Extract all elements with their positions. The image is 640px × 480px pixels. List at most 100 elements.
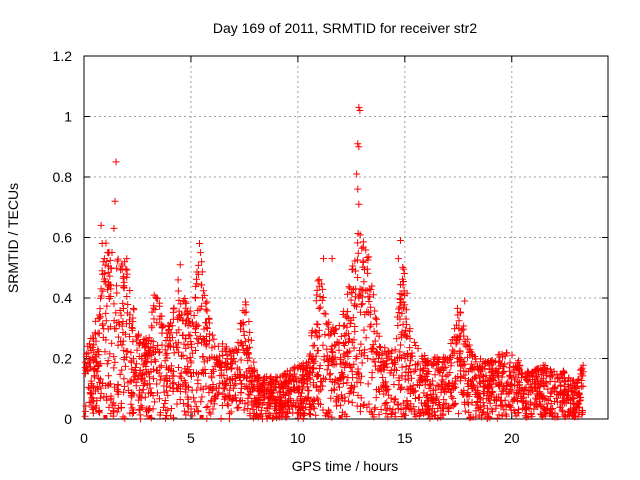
x-tick-label: 20 — [504, 430, 520, 446]
x-tick-label: 10 — [290, 430, 306, 446]
data-point — [348, 265, 356, 273]
data-point — [233, 364, 241, 372]
data-point — [481, 360, 489, 368]
data-point — [517, 369, 525, 377]
data-point — [99, 320, 107, 328]
data-point — [297, 392, 305, 400]
data-point — [184, 401, 192, 409]
data-point — [94, 346, 102, 354]
data-point — [107, 323, 115, 331]
data-point — [419, 355, 427, 363]
data-point — [129, 338, 137, 346]
data-point — [174, 287, 182, 295]
data-point — [371, 404, 379, 412]
data-point — [98, 267, 106, 275]
data-point — [110, 353, 118, 361]
data-point — [249, 384, 257, 392]
data-point — [360, 326, 368, 334]
data-point — [81, 412, 89, 420]
data-point — [428, 404, 436, 412]
data-point — [95, 407, 103, 415]
data-point — [406, 325, 414, 333]
data-point — [422, 376, 430, 384]
data-point — [271, 383, 279, 391]
data-point — [129, 314, 137, 322]
data-point — [377, 358, 385, 366]
data-point — [319, 293, 327, 301]
data-point — [271, 400, 279, 408]
data-point — [354, 274, 362, 282]
data-point — [376, 343, 384, 351]
data-point — [357, 394, 365, 402]
data-point — [327, 394, 335, 402]
data-point — [341, 331, 349, 339]
data-point — [482, 377, 490, 385]
data-point — [258, 401, 266, 409]
y-tick-label: 0.2 — [53, 351, 73, 367]
data-point — [511, 376, 519, 384]
y-tick-label: 0.6 — [53, 230, 73, 246]
data-point — [272, 395, 280, 403]
data-point — [439, 378, 447, 386]
data-point — [244, 404, 252, 412]
data-point — [350, 344, 358, 352]
data-point — [375, 351, 383, 359]
data-point — [96, 394, 104, 402]
data-point — [440, 388, 448, 396]
data-point — [161, 357, 169, 365]
data-point — [182, 320, 190, 328]
data-point — [391, 360, 399, 368]
data-point — [188, 412, 196, 420]
data-point — [412, 395, 420, 403]
data-point — [419, 405, 427, 413]
data-point — [337, 356, 345, 364]
data-point — [478, 365, 486, 373]
data-point — [390, 380, 398, 388]
data-point — [119, 337, 127, 345]
data-point — [559, 391, 567, 399]
data-point — [104, 357, 112, 365]
data-point — [254, 373, 262, 381]
data-point — [524, 377, 532, 385]
data-point — [316, 362, 324, 370]
data-point — [190, 394, 198, 402]
data-point — [104, 285, 112, 293]
data-point — [291, 401, 299, 409]
data-point — [244, 344, 252, 352]
data-point — [366, 293, 374, 301]
data-point — [320, 309, 328, 317]
data-point — [499, 368, 507, 376]
data-point — [399, 351, 407, 359]
data-point — [158, 341, 166, 349]
data-point — [169, 387, 177, 395]
data-point — [455, 317, 463, 325]
data-point — [474, 404, 482, 412]
data-point — [116, 370, 124, 378]
data-point — [122, 265, 130, 273]
data-point — [355, 103, 363, 111]
data-point — [272, 378, 280, 386]
data-point — [198, 393, 206, 401]
data-point — [139, 341, 147, 349]
data-point — [145, 373, 153, 381]
data-point — [490, 376, 498, 384]
data-point — [97, 285, 105, 293]
data-point — [307, 411, 315, 419]
data-point — [143, 358, 151, 366]
data-point — [223, 366, 231, 374]
data-point — [508, 374, 516, 382]
data-point — [200, 325, 208, 333]
data-point — [135, 330, 143, 338]
data-point — [123, 353, 131, 361]
data-point — [161, 397, 169, 405]
data-point — [84, 367, 92, 375]
data-point — [358, 286, 366, 294]
data-point — [297, 377, 305, 385]
data-point — [184, 363, 192, 371]
data-point — [396, 295, 404, 303]
data-point — [448, 386, 456, 394]
data-point — [273, 414, 281, 422]
data-point — [293, 409, 301, 417]
data-point — [132, 360, 140, 368]
data-point — [164, 391, 172, 399]
